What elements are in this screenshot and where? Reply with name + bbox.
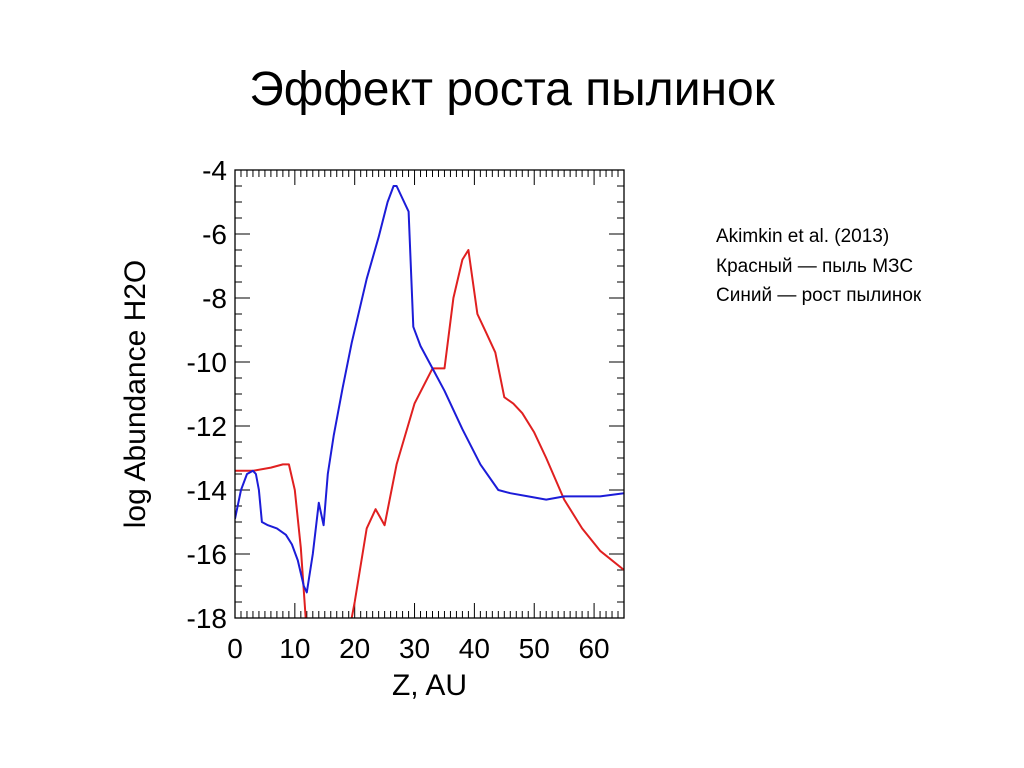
slide-title: Эффект роста пылинок — [249, 63, 775, 116]
x-tick-label: 50 — [519, 633, 550, 664]
y-tick-label: -8 — [202, 283, 227, 314]
x-tick-label: 30 — [399, 633, 430, 664]
red-line-description: Красный — пыль МЗС — [716, 255, 914, 277]
y-tick-label: -4 — [202, 155, 227, 186]
x-axis-title: Z, AU — [392, 669, 467, 702]
x-tick-label: 0 — [227, 633, 243, 664]
x-tick-label: 40 — [459, 633, 490, 664]
y-tick-label: -16 — [187, 539, 227, 570]
plot-frame — [234, 169, 625, 619]
y-tick-label: -10 — [187, 347, 227, 378]
y-axis-title: log Abundance H2O — [119, 260, 152, 529]
y-tick-label: -12 — [187, 411, 227, 442]
water-abundance-chart: 0 10 20 30 40 50 60 -4 -6 -8 -10 -12 -14 -16 -18 Z, AU… — [119, 155, 625, 702]
y-tick-label: -18 — [187, 603, 227, 634]
x-tick-label: 20 — [339, 633, 370, 664]
blue-series-line — [235, 185, 624, 594]
citation-text: Akimkin et al. (2013) — [716, 226, 890, 247]
red-series-line — [235, 249, 624, 618]
x-tick-label: 10 — [279, 633, 310, 664]
blue-line-description: Синий — рост пылинок — [716, 285, 922, 306]
reference-note: Akimkin et al. (2013) Красный — пыль МЗС… — [716, 222, 921, 311]
y-tick-label: -6 — [202, 219, 227, 250]
x-tick-label: 60 — [578, 633, 609, 664]
y-tick-label: -14 — [187, 475, 227, 506]
